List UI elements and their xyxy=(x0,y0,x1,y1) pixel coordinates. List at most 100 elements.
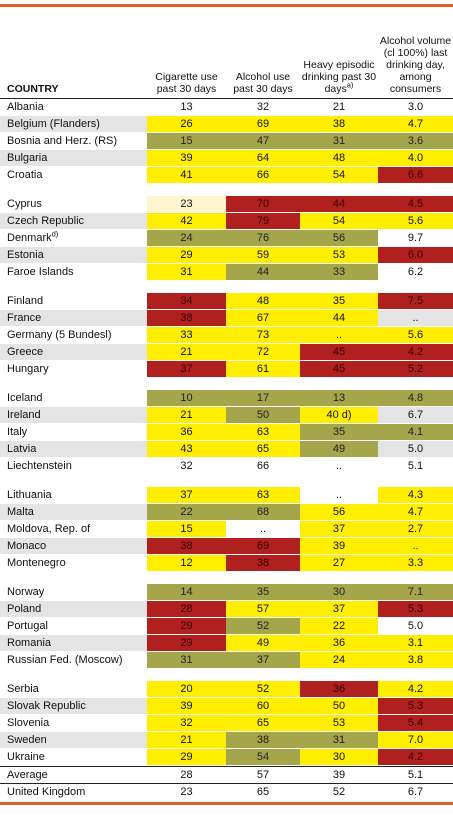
value-cell: .. xyxy=(412,312,419,324)
country-name: Germany (5 Bundesl) xyxy=(7,329,112,341)
value-cell: 50 xyxy=(300,698,378,714)
country-cell: Germany (5 Bundesl) xyxy=(0,327,147,343)
value-cell: 38 xyxy=(147,538,226,554)
country-name: Croatia xyxy=(7,169,43,181)
country-name: Bosnia and Herz. (RS) xyxy=(7,135,118,147)
country-name: Faroe Islands xyxy=(7,266,74,278)
value-cell: 22 xyxy=(147,504,226,520)
value-cell: 64 xyxy=(226,150,300,166)
value-cell: 54 xyxy=(300,167,378,183)
value-cell: 21 xyxy=(147,407,226,423)
table-row: Finland 34 48 35 7.5 xyxy=(0,293,453,310)
country-name: Average xyxy=(7,769,48,781)
value-cell: 35 xyxy=(300,293,378,309)
country-name: Malta xyxy=(7,506,34,518)
value-cell: 5.0 xyxy=(407,620,424,632)
country-name: Latvia xyxy=(7,443,37,455)
value-cell: 56 xyxy=(300,504,378,520)
value-cell: 31 xyxy=(300,732,378,748)
country-name: Finland xyxy=(7,295,44,307)
country-name: Bulgaria xyxy=(7,152,48,164)
value-cell: 38 xyxy=(300,116,378,132)
country-cell: Serbia xyxy=(0,681,147,697)
country-name: Romania xyxy=(7,637,52,649)
value-cell: 39 xyxy=(332,769,346,781)
value-cell: 39 xyxy=(147,698,226,714)
country-cell: Italy xyxy=(0,424,147,440)
value-cell: 5.0 xyxy=(407,443,424,455)
country-name: Ireland xyxy=(7,409,41,421)
value-cell: 65 xyxy=(226,441,300,457)
country-name: Lithuania xyxy=(7,489,52,501)
value-cell: 37 xyxy=(300,521,378,537)
value-cell: 15 xyxy=(147,133,226,149)
value-cell: 44 xyxy=(300,310,378,326)
value-cell: 23 xyxy=(180,786,193,798)
country-cell: Latvia xyxy=(0,441,147,457)
value-cell: 4.0 xyxy=(378,150,453,166)
value-cell: 14 xyxy=(147,584,226,600)
value-cell: 20 xyxy=(147,681,226,697)
table-row: Sweden 21 38 31 7.0 xyxy=(0,732,453,749)
value-cell: 13 xyxy=(180,101,193,113)
value-cell: 4.7 xyxy=(378,116,453,132)
value-cell: .. xyxy=(259,523,267,535)
value-cell: 48 xyxy=(300,150,378,166)
table-row: Belgium (Flanders) 26 69 38 4.7 xyxy=(0,116,453,133)
group-spacer xyxy=(0,378,453,390)
value-cell: 7.0 xyxy=(378,732,453,748)
value-cell: 6.6 xyxy=(378,167,453,183)
value-cell: 48 xyxy=(226,293,300,309)
value-cell: 32 xyxy=(147,715,226,731)
value-cell: 5.6 xyxy=(378,327,453,343)
country-cell: Finland xyxy=(0,293,147,309)
value-cell: 31 xyxy=(300,133,378,149)
country-name: Slovenia xyxy=(7,717,50,729)
value-cell: 4.2 xyxy=(378,681,453,697)
value-cell: 5.1 xyxy=(407,460,424,472)
table-row: Germany (5 Bundesl) 33 73.. 5.6 xyxy=(0,327,453,344)
table-row: Estonia 29 59 53 6.0 xyxy=(0,247,453,264)
country-cell: Romania xyxy=(0,635,147,651)
header-volume: Alcohol volume (cl 100%) last drinking d… xyxy=(379,35,452,95)
value-cell: 4.3 xyxy=(378,487,453,503)
value-cell: 31 xyxy=(147,264,226,280)
country-cell: Portugal xyxy=(0,618,147,634)
group-spacer xyxy=(0,475,453,487)
country-cell: Estonia xyxy=(0,247,147,263)
value-cell: 47 xyxy=(226,133,300,149)
country-cell: Greece xyxy=(0,344,147,360)
country-cell: Bulgaria xyxy=(0,150,147,166)
table-row: Denmarkd) 24 76 56 9.7 xyxy=(0,230,453,247)
value-cell: 54 xyxy=(300,213,378,229)
value-cell: 23 xyxy=(147,196,226,212)
country-name: Liechtenstein xyxy=(7,460,72,472)
country-name: Czech Republic xyxy=(7,215,85,227)
value-cell: 9.7 xyxy=(407,232,424,244)
table-row: France 38 67 44.. xyxy=(0,310,453,327)
country-cell: Hungary xyxy=(0,361,147,377)
table-row: Ukraine 29 54 30 4.2 xyxy=(0,749,453,766)
country-name: Sweden xyxy=(7,734,47,746)
value-cell: 4.7 xyxy=(378,504,453,520)
value-cell: 39 xyxy=(300,538,378,554)
table-row: Albania 13 32 21 3.0 xyxy=(0,99,453,116)
country-cell: Norway xyxy=(0,584,147,600)
table-row: Malta 22 68 56 4.7 xyxy=(0,504,453,521)
country-name: Belgium (Flanders) xyxy=(7,118,100,130)
country-name: Norway xyxy=(7,586,45,598)
value-cell: 54 xyxy=(226,749,300,765)
table-row: Czech Republic 42 79 54 5.6 xyxy=(0,213,453,230)
value-cell: 69 xyxy=(226,116,300,132)
value-cell: 26 xyxy=(147,116,226,132)
value-cell: 3.0 xyxy=(407,101,424,113)
value-cell: 5.3 xyxy=(378,698,453,714)
value-cell: 3.6 xyxy=(378,133,453,149)
country-cell: France xyxy=(0,310,147,326)
value-cell: 13 xyxy=(300,390,378,406)
value-cell: 52 xyxy=(226,618,300,634)
value-cell: 37 xyxy=(226,652,300,668)
table-row: Average 28 57 39 5.1 xyxy=(0,766,453,783)
value-cell: 53 xyxy=(300,247,378,263)
country-cell: Czech Republic xyxy=(0,213,147,229)
